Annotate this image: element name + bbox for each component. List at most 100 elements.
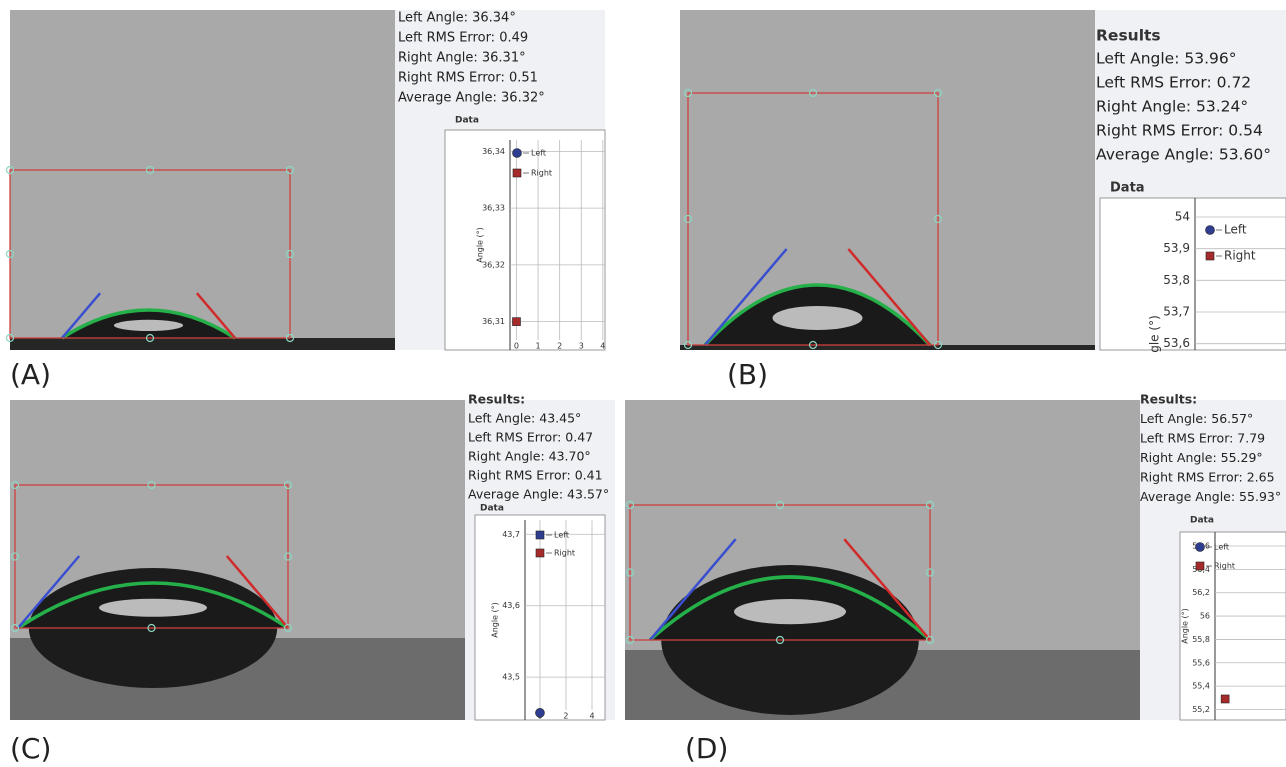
legend-marker	[1195, 561, 1205, 571]
x-tick-label: 2	[563, 712, 568, 721]
legend-label: Right	[554, 549, 575, 558]
left-tangent	[61, 292, 102, 339]
roi-handle	[5, 333, 15, 343]
result-line: Left Angle: 53.96°	[1096, 49, 1236, 67]
droplet-highlight	[734, 599, 846, 625]
y-tick-label: 55,2	[1192, 705, 1210, 714]
fit-curve	[61, 308, 236, 340]
data-title: Data	[1190, 516, 1214, 526]
y-tick-label: 36,33	[482, 204, 505, 213]
result-line: Right Angle: 53.24°	[1096, 97, 1248, 115]
y-tick-label: 55,6	[1192, 658, 1210, 667]
legend-label: Right	[1214, 562, 1235, 571]
x-tick-label: 3	[579, 342, 584, 351]
roi-handle	[775, 635, 785, 645]
y-axis-label: Angle (°)	[1181, 608, 1190, 644]
result-line: Left Angle: 56.57°	[1140, 411, 1253, 426]
result-line: Right RMS Error: 2.65	[1140, 470, 1275, 485]
y-tick-label: 43,6	[502, 601, 520, 610]
result-line: Left Angle: 36.34°	[398, 11, 516, 26]
roi-handle	[147, 623, 156, 633]
x-tick-label: 0	[514, 342, 519, 351]
roi-handle	[283, 552, 293, 561]
result-line: Average Angle: 53.60°	[1096, 145, 1271, 163]
roi-handle	[925, 635, 935, 645]
chart-frame	[444, 129, 606, 351]
y-tick-label: 53,7	[1163, 305, 1190, 319]
roi-handle	[925, 500, 935, 510]
legend-label: Left	[554, 531, 569, 540]
y-tick-label: 53,9	[1163, 241, 1190, 255]
roi-handle	[283, 623, 293, 633]
results-heading: Results:	[1140, 392, 1197, 407]
legend-marker	[535, 530, 545, 540]
results-heading: Results:	[468, 392, 525, 407]
chart-frame	[1099, 197, 1286, 351]
data-title: Data	[480, 504, 504, 514]
result-line: Right Angle: 43.70°	[468, 449, 591, 464]
y-tick-label: 55,4	[1192, 682, 1210, 691]
legend-marker	[1195, 542, 1205, 552]
legend-label: Left	[1224, 223, 1247, 237]
left-tangent	[704, 248, 788, 346]
y-tick-label: 36,32	[482, 260, 505, 269]
result-line: Right RMS Error: 0.54	[1096, 121, 1263, 139]
legend-label: Right	[531, 169, 552, 178]
panel-label: (A)	[10, 358, 51, 391]
right-tangent	[847, 248, 931, 346]
right-tangent	[195, 292, 236, 339]
right-tangent	[225, 555, 289, 629]
substrate	[680, 345, 1095, 350]
y-tick-label: 43,5	[502, 673, 520, 682]
legend-label: Left	[531, 149, 546, 158]
result-line: Average Angle: 43.57°	[468, 487, 609, 502]
panel-label: (B)	[727, 358, 768, 391]
x-tick-label: 4	[600, 342, 605, 351]
data-point	[1220, 694, 1230, 704]
y-tick-label: 43,7	[502, 530, 520, 539]
result-line: Right Angle: 55.29°	[1140, 450, 1263, 465]
x-tick-label: 4	[589, 712, 594, 721]
y-tick-label: 55,8	[1192, 635, 1210, 644]
droplet-highlight	[113, 319, 184, 331]
roi-handle	[808, 88, 818, 98]
y-axis-label: Angle (°)	[476, 227, 485, 263]
result-line: Left RMS Error: 0.49	[398, 31, 528, 46]
legend-label: Left	[1214, 543, 1229, 552]
result-line: Average Angle: 55.93°	[1140, 489, 1281, 504]
legend-label: Right	[1224, 249, 1256, 263]
roi-handle	[625, 500, 635, 510]
camera-image	[10, 10, 395, 350]
data-title: Data	[1110, 181, 1145, 196]
fit-curve	[703, 283, 932, 347]
legend-marker	[512, 168, 522, 178]
chart-frame	[1179, 531, 1286, 721]
roi-handle	[683, 88, 693, 98]
roi-handle	[933, 88, 943, 98]
left-tangent	[17, 555, 81, 629]
y-tick-label: 36,31	[482, 317, 505, 326]
result-line: Right RMS Error: 0.41	[468, 468, 603, 483]
roi-handle	[285, 333, 295, 343]
result-line: Left Angle: 43.45°	[468, 411, 581, 426]
roi-handle	[285, 249, 295, 259]
result-line: Average Angle: 36.32°	[398, 91, 545, 106]
roi-handle	[683, 214, 693, 224]
roi-handle	[933, 340, 943, 350]
roi-handle	[933, 214, 943, 224]
roi-handle	[145, 333, 155, 343]
y-tick-label: 36,34	[482, 147, 505, 156]
y-axis-label: gle (°)	[1148, 315, 1162, 353]
legend-marker	[1205, 251, 1215, 261]
x-tick-label: 2	[557, 342, 562, 351]
right-tangent	[843, 538, 931, 641]
fit-curve	[648, 575, 932, 642]
result-line: Left RMS Error: 0.72	[1096, 73, 1251, 91]
roi-handle	[775, 500, 785, 510]
y-axis-label: Angle (°)	[491, 602, 500, 638]
roi-handle	[5, 249, 15, 259]
roi-handle	[283, 480, 293, 490]
roi-handle	[808, 340, 818, 350]
